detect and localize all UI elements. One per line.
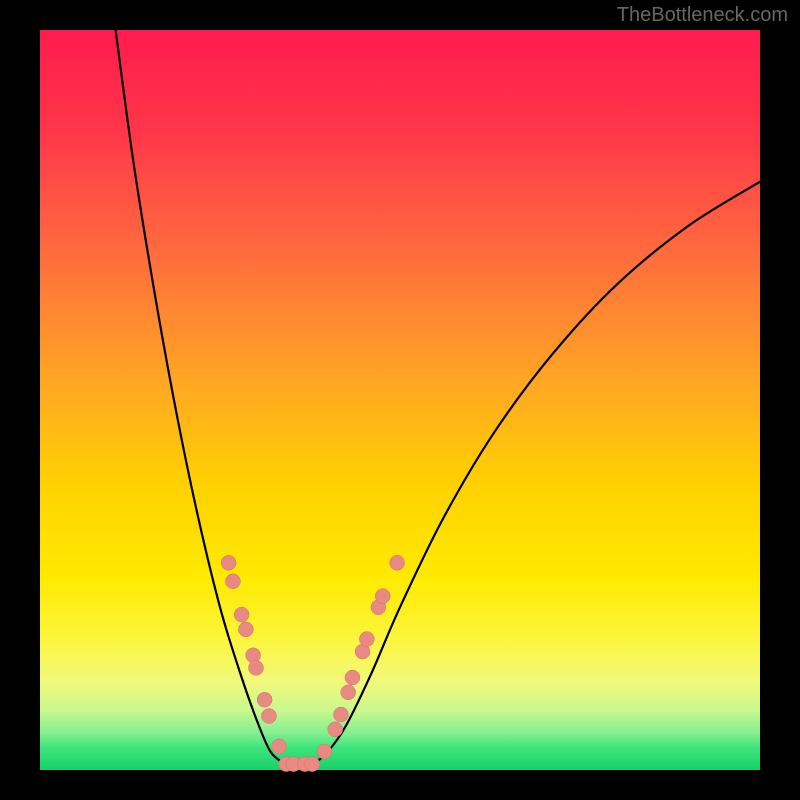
data-marker <box>221 555 236 570</box>
data-marker <box>359 632 374 647</box>
curve-right-branch <box>314 182 760 764</box>
data-marker <box>317 744 332 759</box>
data-marker <box>333 707 348 722</box>
data-marker <box>305 757 320 772</box>
data-marker <box>375 589 390 604</box>
data-marker <box>257 692 272 707</box>
data-marker <box>261 708 276 723</box>
data-marker <box>272 739 287 754</box>
data-marker <box>328 722 343 737</box>
data-marker <box>345 670 360 685</box>
data-marker <box>238 622 253 637</box>
data-marker <box>341 685 356 700</box>
data-marker <box>249 660 264 675</box>
data-marker <box>225 574 240 589</box>
markers-group <box>221 555 404 771</box>
data-marker <box>390 555 405 570</box>
figure-container: TheBottleneck.com <box>0 0 800 800</box>
data-marker <box>234 607 249 622</box>
plot-svg-overlay <box>0 0 800 800</box>
watermark-text: TheBottleneck.com <box>617 4 788 27</box>
